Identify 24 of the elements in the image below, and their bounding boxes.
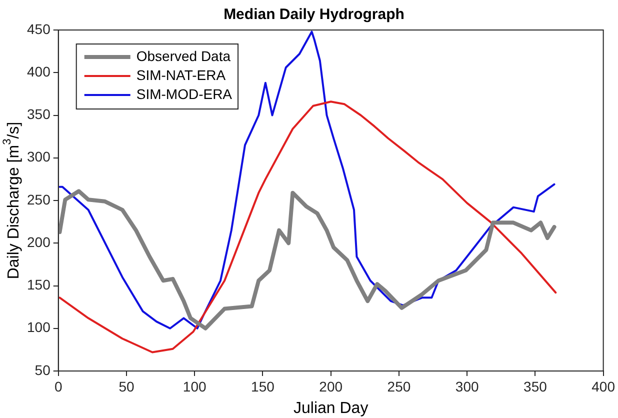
x-tick-label: 300 <box>455 378 479 394</box>
x-axis-title: Julian Day <box>293 400 368 417</box>
y-tick-label: 100 <box>27 319 51 336</box>
x-tick-label: 350 <box>524 378 548 394</box>
y-tick-label: 350 <box>27 106 51 122</box>
legend-label: SIM-MOD-ERA <box>136 86 233 102</box>
y-tick-label: 200 <box>27 234 51 250</box>
x-tick-label: 200 <box>319 378 343 394</box>
y-axis-title: Daily Discharge [m3/s] <box>2 122 22 280</box>
y-tick-label: 250 <box>27 191 51 208</box>
y-tick-label: 400 <box>27 63 51 80</box>
legend-label: Observed Data <box>136 48 231 64</box>
x-tick-label: 150 <box>251 378 275 394</box>
x-tick-label: 400 <box>592 378 616 394</box>
y-tick-label: 150 <box>27 276 51 293</box>
y-tick-label: 300 <box>27 148 51 165</box>
x-tick-label: 50 <box>118 378 134 394</box>
y-tick-label: 50 <box>34 362 51 378</box>
chart-title: Median Daily Hydrograph <box>224 6 404 24</box>
x-tick-label: 0 <box>54 378 62 394</box>
x-tick-label: 250 <box>387 378 411 394</box>
x-tick-label: 100 <box>182 378 206 394</box>
y-tick-label: 450 <box>27 20 51 37</box>
legend-label: SIM-NAT-ERA <box>136 66 226 83</box>
